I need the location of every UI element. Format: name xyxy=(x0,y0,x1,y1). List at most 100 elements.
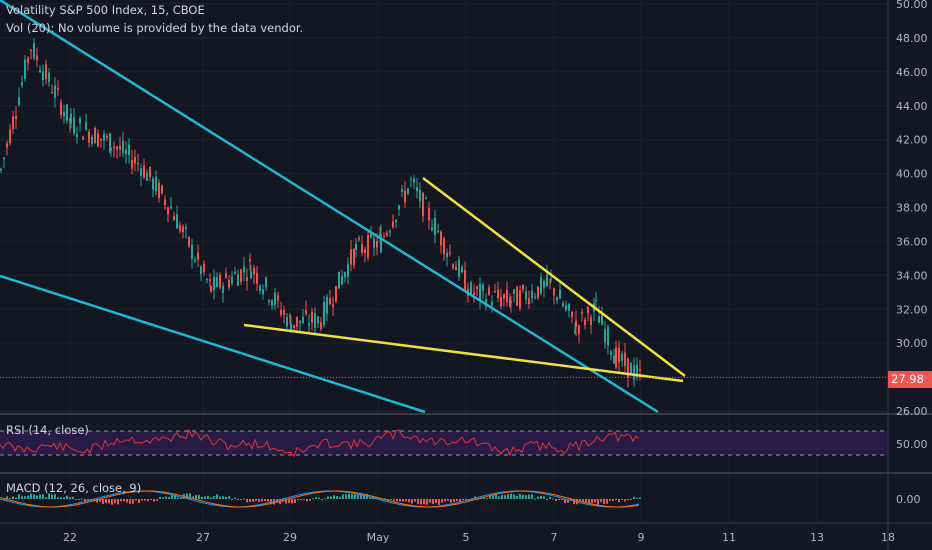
candle-body xyxy=(386,232,388,236)
price-axis-label: 30.00 xyxy=(896,337,928,350)
macd-histogram-bar xyxy=(57,497,59,499)
candle-body xyxy=(506,289,508,303)
macd-histogram-bar xyxy=(36,495,38,499)
candle-body xyxy=(613,355,615,364)
macd-histogram-bar xyxy=(453,499,455,502)
macd-histogram-bar xyxy=(483,496,485,499)
candle-body xyxy=(500,297,502,307)
price-axis-label: 48.00 xyxy=(896,32,928,45)
macd-histogram-bar xyxy=(219,496,221,499)
macd-histogram-bar xyxy=(633,496,635,499)
price-axis-label: 42.00 xyxy=(896,134,928,147)
macd-histogram-bar xyxy=(102,499,104,505)
time-axis-label: 7 xyxy=(551,531,558,544)
candle-body xyxy=(179,224,181,232)
macd-histogram-bar xyxy=(540,495,542,499)
candle-body xyxy=(389,231,391,233)
candle-body xyxy=(615,347,617,368)
candle-body xyxy=(497,289,499,298)
candle-body xyxy=(574,330,576,334)
macd-histogram-bar xyxy=(423,499,425,505)
macd-histogram-bar xyxy=(420,499,422,505)
macd-histogram-bar xyxy=(186,493,188,499)
candle-body xyxy=(428,208,430,221)
macd-histogram-bar xyxy=(9,498,11,500)
macd-histogram-bar xyxy=(594,499,596,503)
candle-body xyxy=(630,363,632,376)
candle-body xyxy=(30,49,32,51)
candle-body xyxy=(476,286,478,289)
candle-body xyxy=(106,135,108,138)
macd-histogram-bar xyxy=(543,496,545,499)
candle-body xyxy=(416,187,418,192)
time-axis-label: May xyxy=(367,531,390,544)
macd-histogram-bar xyxy=(297,499,299,501)
candle-body xyxy=(353,249,355,266)
macd-histogram-bar xyxy=(225,496,227,499)
candle-body xyxy=(443,238,445,255)
macd-histogram-bar xyxy=(339,496,341,499)
macd-histogram-bar xyxy=(207,495,209,499)
candle-body xyxy=(250,271,252,279)
candle-body xyxy=(152,178,154,190)
macd-histogram-bar xyxy=(111,499,113,505)
candle-body xyxy=(455,267,457,271)
macd-histogram-bar xyxy=(402,499,404,502)
macd-histogram-bar xyxy=(213,496,215,499)
macd-histogram-bar xyxy=(306,499,308,502)
macd-histogram-bar xyxy=(54,494,56,499)
macd-histogram-bar xyxy=(357,494,359,499)
macd-histogram-bar xyxy=(303,498,305,500)
candle-body xyxy=(604,328,606,343)
candle-body xyxy=(503,294,505,299)
macd-histogram-bar xyxy=(249,499,251,503)
candle-body xyxy=(575,320,577,327)
candle-body xyxy=(329,298,331,305)
symbol-title[interactable]: Volatility S&P 500 Index, 15, CBOE xyxy=(6,3,205,17)
candle-body xyxy=(621,353,623,361)
candle-body xyxy=(373,238,375,248)
candle-body xyxy=(188,236,190,247)
candle-body xyxy=(237,274,239,286)
macd-histogram-bar xyxy=(615,499,617,500)
candle-body xyxy=(209,279,211,282)
macd-histogram-bar xyxy=(246,499,248,503)
macd-histogram-bar xyxy=(3,499,5,500)
candle-body xyxy=(140,168,142,176)
candle-body xyxy=(404,190,406,203)
macd-signal-line xyxy=(0,490,640,508)
macd-histogram-bar xyxy=(522,494,524,499)
candle-body xyxy=(422,192,424,216)
macd-histogram-bar xyxy=(627,499,629,501)
macd-histogram-bar xyxy=(510,493,512,499)
macd-histogram-bar xyxy=(630,499,632,500)
candle-body xyxy=(437,230,439,233)
candle-body xyxy=(225,273,227,278)
macd-histogram-bar xyxy=(426,499,428,505)
candle-body xyxy=(364,249,366,253)
candle-body xyxy=(344,272,346,278)
macd-histogram-bar xyxy=(87,499,89,500)
price-axis-label: 36.00 xyxy=(896,235,928,248)
macd-histogram-bar xyxy=(465,499,467,501)
macd-histogram-bar xyxy=(618,499,620,503)
macd-histogram-bar xyxy=(267,499,269,502)
candle-body xyxy=(461,266,463,273)
candle-body xyxy=(584,319,586,325)
rsi-pane xyxy=(0,428,888,458)
candle-body xyxy=(143,165,145,178)
candle-body xyxy=(522,284,524,290)
macd-legend[interactable]: MACD (12, 26, close, 9) xyxy=(6,481,142,495)
candle-body xyxy=(277,295,279,301)
macd-histogram-bar xyxy=(471,499,473,500)
macd-histogram-bar xyxy=(156,499,158,501)
candle-body xyxy=(27,57,29,63)
rsi-legend[interactable]: RSI (14, close) xyxy=(6,423,89,437)
macd-histogram-bar xyxy=(414,499,416,502)
candle-body xyxy=(57,87,59,90)
candle-body xyxy=(182,226,184,233)
macd-histogram-bar xyxy=(549,496,551,499)
candle-body xyxy=(598,316,600,323)
candle-body xyxy=(562,303,564,307)
